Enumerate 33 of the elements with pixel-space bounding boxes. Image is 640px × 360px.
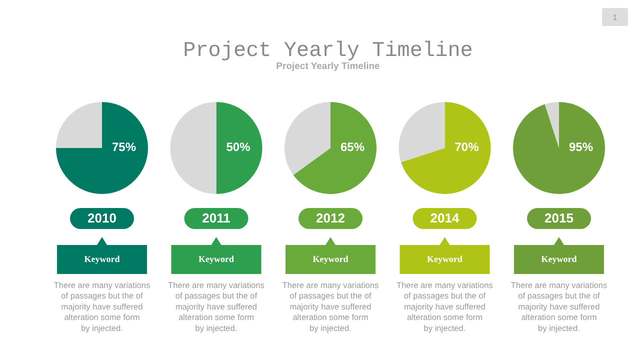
text: There are many variations of passages but the of majority have suffered alteration some form by injected. [54, 280, 150, 333]
pie-slice [398, 102, 445, 162]
text: Project Yearly Timeline [183, 40, 473, 63]
pie-slice [216, 102, 262, 194]
text: 2012 [316, 210, 345, 226]
pie-slice [544, 102, 559, 148]
text: 1 [612, 13, 618, 22]
pie-slice [401, 102, 491, 194]
pie-slice [56, 102, 148, 194]
text: There are many variations of passages but the of majority have suffered alteration some form by injected. [396, 280, 493, 333]
text: There are many variations of passages but the of majority have suffered alteration some form by injected. [168, 280, 264, 333]
pie-slice [170, 102, 216, 194]
pie-slice [56, 102, 102, 148]
text: There are many variations of passages but the of majority have suffered alteration some form by injected. [282, 280, 379, 333]
pie-slice [284, 102, 330, 176]
text: 2011 [202, 210, 230, 226]
pie-slice [513, 102, 605, 194]
text: Keyword [427, 254, 462, 264]
pie-slice [293, 102, 376, 194]
data-label: 65% [340, 140, 365, 154]
text: Keyword [312, 254, 348, 264]
text: 2010 [88, 210, 116, 226]
text: 2015 [544, 210, 574, 226]
data-label: 75% [112, 140, 136, 154]
text: 2014 [430, 210, 460, 226]
data-label: 70% [454, 140, 480, 154]
data-label: 95% [568, 140, 594, 154]
text: There are many variations of passages but the of majority have suffered alteration some form by injected. [510, 280, 608, 333]
text: Project Yearly Timeline [276, 61, 380, 72]
text: Keyword [541, 254, 577, 264]
text: Keyword [84, 254, 120, 264]
data-label: 50% [226, 140, 251, 154]
text: Keyword [198, 254, 234, 264]
